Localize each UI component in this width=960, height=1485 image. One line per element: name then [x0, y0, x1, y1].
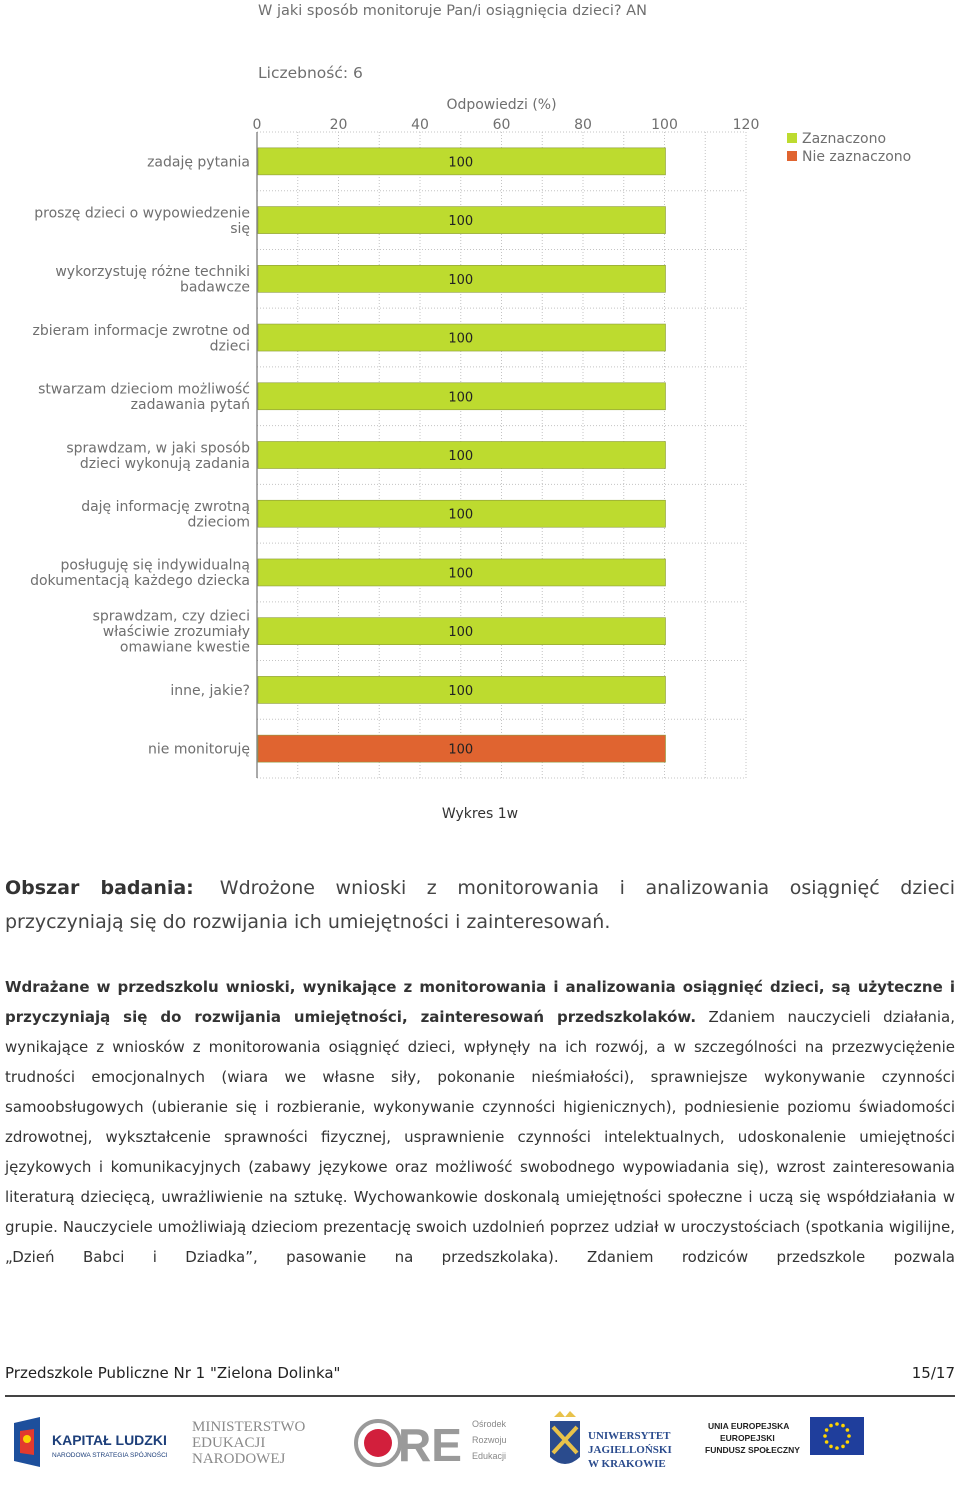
research-area-label: Obszar badania: [5, 877, 194, 899]
category-label: wykorzystuję różne techniki badawcze [55, 264, 250, 296]
finding-paragraph: Wdrażane w przedszkolu wnioski, wynikają… [5, 972, 955, 1272]
ministry-of-education-logo: MINISTERSTWO EDUKACJI NARODOWEJ [192, 1419, 305, 1467]
eu-star [845, 1440, 850, 1444]
x-tick-label: 100 [651, 117, 678, 133]
legend-label: Zaznaczono [802, 131, 886, 147]
category-label: posługuję się indywidualną dokumentacją k… [30, 558, 250, 590]
bar-value-label: 100 [448, 155, 473, 170]
research-area: Obszar badania: Wdrożone wnioski z monito… [5, 871, 955, 939]
finding-text: Zdaniem nauczycieli działania, wynikając… [5, 1008, 955, 1266]
logo-strip: KAPITAŁ LUDZKI NARODOWA STRATEGIA SPÓJNO… [14, 1411, 864, 1471]
bar-value-label: 100 [448, 332, 473, 347]
eu-star [841, 1444, 845, 1449]
research-area-text: Wdrożone wnioski z monitorowania i anali… [5, 877, 955, 933]
category-label: proszę dzieci o wypowiedzenie się [34, 205, 250, 237]
category-label: sprawdzam, czy dzieci właściwie zrozumiał… [93, 609, 250, 656]
bar [257, 734, 666, 763]
x-tick-label: 40 [411, 117, 429, 133]
category-label: sprawdzam, w jaki sposób dzieci wykonują … [66, 440, 250, 472]
bar [257, 206, 666, 234]
svg-text:NARODOWA STRATEGIA SPÓJNOŚCI: NARODOWA STRATEGIA SPÓJNOŚCI [52, 1450, 168, 1459]
eu-star [841, 1423, 845, 1428]
bar [257, 676, 666, 704]
chart-title: W jaki sposób monitoruje Pan/i osiągnięc… [258, 3, 647, 19]
eu-star [823, 1434, 827, 1438]
bar-value-label: 100 [448, 214, 473, 229]
x-tick-label: 60 [493, 117, 511, 133]
svg-text:W KRAKOWIE: W KRAKOWIE [588, 1458, 666, 1470]
eu-star [829, 1423, 833, 1428]
footer-divider [5, 1395, 955, 1397]
sample-size-label: Liczebność: 6 [258, 64, 363, 82]
bar-value-label: 100 [448, 684, 473, 699]
bar [257, 147, 666, 176]
bar-value-label: 100 [448, 566, 473, 581]
x-tick-label: 0 [253, 117, 262, 133]
bar [257, 499, 666, 528]
svg-text:UNIA EUROPEJSKA: UNIA EUROPEJSKA [708, 1421, 789, 1431]
bar [257, 617, 666, 645]
bar [257, 323, 666, 352]
page-number: 15/17 [911, 1364, 955, 1382]
eu-star [835, 1422, 839, 1426]
x-tick-label: 80 [574, 117, 592, 133]
svg-text:Edukacji: Edukacji [472, 1451, 506, 1461]
svg-text:UNIWERSYTET: UNIWERSYTET [588, 1430, 671, 1442]
bar-value-label: 100 [448, 273, 473, 288]
eu-star [845, 1428, 850, 1432]
kapital-ludzki-logo: KAPITAŁ LUDZKI NARODOWA STRATEGIA SPÓJNO… [14, 1417, 168, 1467]
category-label: inne, jakie? [170, 683, 250, 699]
eu-star [847, 1434, 851, 1438]
bar [257, 382, 666, 411]
chart-caption: Wykres 1w [441, 806, 519, 822]
category-label: zadaję pytania [147, 154, 250, 170]
bar-value-label: 100 [448, 449, 473, 464]
bar-value-label: 100 [448, 508, 473, 523]
jagiellonian-university-logo: UNIWERSYTET JAGIELLOŃSKI W KRAKOWIE [550, 1411, 672, 1470]
legend-label: Nie zaznaczono [802, 149, 911, 165]
svg-text:Ośrodek: Ośrodek [472, 1419, 507, 1429]
eu-social-fund-logo: UNIA EUROPEJSKA EUROPEJSKI FUNDUSZ SPOŁE… [705, 1417, 864, 1455]
svg-text:EDUKACJI: EDUKACJI [192, 1435, 265, 1451]
x-tick-label: 120 [733, 117, 760, 133]
category-label: daję informację zwrotną dzieciom [81, 499, 250, 531]
bar-value-label: 100 [448, 625, 473, 640]
svg-text:Rozwoju: Rozwoju [472, 1435, 507, 1445]
svg-text:FUNDUSZ SPOŁECZNY: FUNDUSZ SPOŁECZNY [705, 1445, 800, 1455]
ore-logo: RE Ośrodek Rozwoju Edukacji [354, 1419, 507, 1471]
category-label: nie monitoruję [148, 742, 250, 758]
eu-star [835, 1446, 839, 1450]
legend-swatch [787, 151, 797, 161]
x-tick-label: 20 [330, 117, 348, 133]
x-axis-title: Odpowiedzi (%) [446, 97, 556, 113]
eu-star [824, 1440, 829, 1444]
bar-value-label: 100 [448, 390, 473, 405]
category-label: zbieram informacje zwrotne od dzieci [33, 323, 251, 355]
svg-text:EUROPEJSKI: EUROPEJSKI [720, 1433, 775, 1443]
svg-text:KAPITAŁ LUDZKI: KAPITAŁ LUDZKI [52, 1432, 167, 1448]
eu-star [824, 1428, 829, 1432]
category-label: stwarzam dzieciom możliwość zadawania pyt… [38, 382, 250, 414]
finding-headline: Wdrażane w przedszkolu wnioski, wynikają… [5, 978, 955, 1026]
footer-school-name: Przedszkole Publiczne Nr 1 "Zielona Doli… [5, 1364, 341, 1382]
bar [257, 441, 666, 469]
bar-chart: W jaki sposób monitoruje Pan/i osiągnięc… [30, 3, 911, 779]
bar-value-label: 100 [448, 743, 473, 758]
bar [257, 558, 666, 587]
svg-text:MINISTERSTWO: MINISTERSTWO [192, 1419, 305, 1435]
svg-text:JAGIELLOŃSKI: JAGIELLOŃSKI [588, 1444, 672, 1456]
legend-swatch [787, 133, 797, 143]
bar [257, 265, 666, 293]
svg-text:RE: RE [398, 1419, 462, 1471]
svg-text:NARODOWEJ: NARODOWEJ [192, 1451, 285, 1467]
eu-star [829, 1444, 833, 1449]
page-footer: Przedszkole Publiczne Nr 1 "Zielona Doli… [5, 1364, 955, 1382]
